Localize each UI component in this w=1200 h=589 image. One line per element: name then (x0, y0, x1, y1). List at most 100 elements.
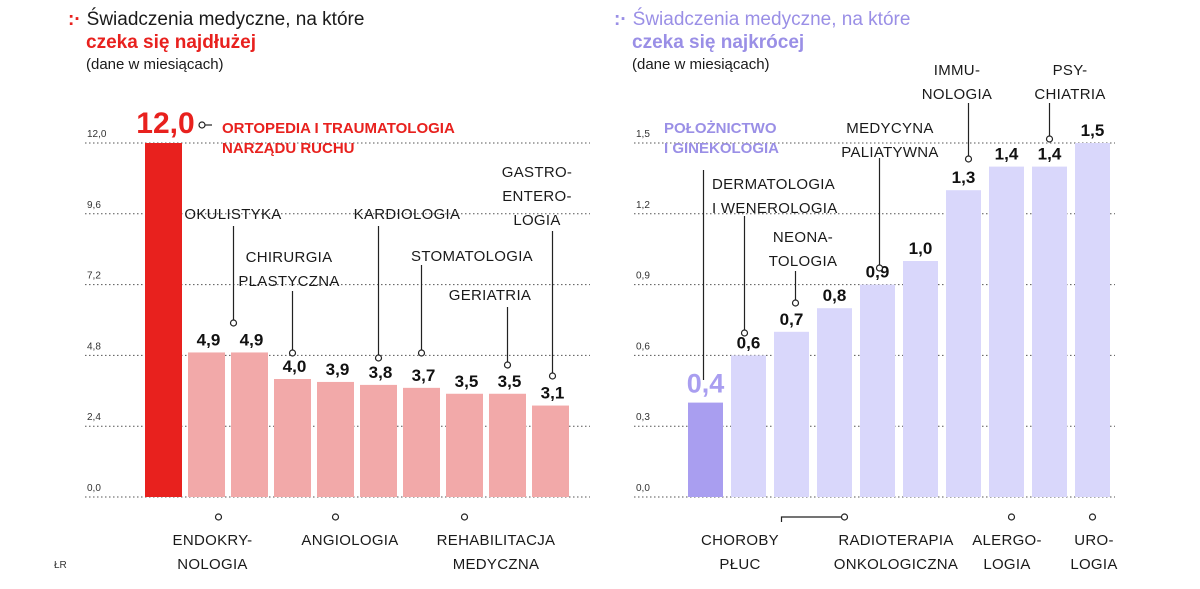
right-bar (774, 331, 809, 497)
right-bar (860, 284, 895, 497)
left-value-label: 4,9 (240, 330, 264, 349)
left-bar (145, 143, 182, 497)
right-leader-dot (875, 264, 884, 272)
left-category-label: GASTRO-ENTERO-LOGIA (502, 164, 572, 229)
right-bar (903, 261, 938, 497)
left-category-label: OKULISTYKA (184, 206, 281, 223)
left-y-tick-label: 2,4 (87, 412, 101, 423)
left-category-label: ANGIOLOGIA (301, 532, 398, 549)
right-value-label: 0,9 (866, 263, 890, 282)
left-bar (188, 352, 225, 497)
right-category-label: ALERGO-LOGIA (972, 532, 1042, 573)
right-category-label: DERMATOLOGIA I WENEROLOGIA (712, 176, 838, 217)
left-leader-dot (214, 513, 223, 521)
left-category-label: GERIATRIA (449, 287, 531, 304)
left-value-label: 12,0 (136, 107, 194, 140)
left-value-label: 3,5 (498, 372, 522, 391)
right-value-label: 1,5 (1081, 121, 1105, 140)
right-bar (731, 355, 766, 497)
left-leader-dot (374, 354, 383, 362)
left-value-label: 3,5 (455, 372, 479, 391)
right-y-tick-label: 0,3 (636, 412, 650, 423)
left-header-line2: czeka się najdłużej (86, 32, 257, 53)
left-category-label: CHIRURGIA PLASTYCZNA (238, 249, 339, 290)
right-y-tick-label: 1,2 (636, 200, 650, 211)
left-leader-dot (503, 361, 512, 369)
left-value-label: 4,9 (197, 330, 221, 349)
left-category-label: ORTOPEDIA I TRAUMATOLOGIA NARZĄDU RUCHU (222, 120, 455, 157)
right-value-label: 0,6 (737, 333, 761, 352)
right-y-tick-label: 0,6 (636, 341, 650, 352)
right-leader-dot (840, 513, 849, 521)
left-bar (231, 352, 268, 497)
left-value-label: 3,9 (326, 360, 350, 379)
left-y-tick-label: 7,2 (87, 271, 101, 282)
left-bar (317, 381, 354, 497)
left-y-tick-label: 9,6 (87, 200, 101, 211)
right-y-tick-label: 0,0 (636, 483, 650, 494)
left-bar (446, 393, 483, 497)
right-category-label: URO-LOGIA (1070, 532, 1117, 573)
left-leader-dot (460, 513, 469, 521)
left-header-line1: :· Świadczenia medyczne, na które (68, 9, 365, 30)
right-leader-dot (964, 155, 973, 163)
left-value-label: 4,0 (283, 357, 307, 376)
right-header-marker: :· (614, 9, 627, 30)
right-value-label: 1,0 (909, 239, 933, 258)
right-bar (688, 402, 723, 497)
left-y-tick-label: 12,0 (87, 129, 107, 140)
right-leader-dot (1045, 135, 1054, 143)
left-bar (403, 387, 440, 497)
right-value-label: 0,8 (823, 286, 847, 305)
right-chart-header: :· Świadczenia medyczne, na które czeka s… (614, 8, 910, 76)
right-bar (989, 166, 1024, 497)
left-category-label: REHABILITACJA MEDYCZNA (437, 532, 556, 573)
right-value-label: 1,4 (995, 145, 1019, 164)
right-leader-dot (1088, 513, 1097, 521)
right-value-label: 1,4 (1038, 145, 1062, 164)
right-bar (1075, 143, 1110, 497)
left-leader-dot (288, 349, 297, 357)
right-bar (1032, 166, 1067, 497)
right-leader-dot (791, 299, 800, 307)
left-chart-header: :· Świadczenia medyczne, na które czeka s… (68, 8, 364, 76)
left-value-label: 3,1 (541, 384, 565, 403)
right-category-label: RADIOTERAPIA ONKOLOGICZNA (834, 532, 958, 573)
right-leader-line (780, 516, 843, 522)
left-category-label: ENDOKRY-NOLOGIA (173, 532, 253, 573)
left-header-marker: :· (68, 9, 81, 30)
right-y-tick-label: 0,9 (636, 271, 650, 282)
right-category-label: NEONA-TOLOGIA (769, 229, 838, 270)
right-value-label: 0,7 (780, 310, 804, 329)
left-bar (489, 393, 526, 497)
left-bar (532, 405, 569, 497)
right-bar (946, 190, 981, 497)
right-value-label: 0,4 (687, 369, 725, 399)
left-bar (360, 384, 397, 497)
right-header-line2: czeka się najkrócej (632, 32, 805, 53)
left-leader-dot (198, 121, 206, 129)
left-category-label: KARDIOLOGIA (354, 206, 461, 223)
left-leader-dot (548, 372, 557, 380)
right-category-label: PSY-CHIATRIA (1034, 62, 1105, 103)
left-value-label: 3,8 (369, 363, 393, 382)
left-leader-dot (417, 349, 426, 357)
credit-label: ŁR (54, 560, 67, 571)
left-leader-dot (229, 319, 238, 327)
right-header-line3: (dane w miesiącach) (632, 56, 770, 73)
right-value-label: 1,3 (952, 168, 976, 187)
right-category-label: IMMU-NOLOGIA (922, 62, 992, 103)
right-bar (817, 308, 852, 497)
right-y-tick-label: 1,5 (636, 129, 650, 140)
right-header-line1: :· Świadczenia medyczne, na które (614, 9, 911, 30)
right-category-label: POŁOŻNICTWO I GINEKOLOGIA (664, 120, 779, 157)
right-leader-dot (740, 329, 749, 337)
left-bar (274, 379, 311, 497)
left-leader-dot (331, 513, 340, 521)
left-value-label: 3,7 (412, 366, 436, 385)
left-y-tick-label: 4,8 (87, 341, 101, 352)
right-category-label: MEDYCYNA PALIATYWNA (841, 120, 938, 161)
left-header-line3: (dane w miesiącach) (86, 56, 224, 73)
left-category-label: STOMATOLOGIA (411, 248, 533, 265)
